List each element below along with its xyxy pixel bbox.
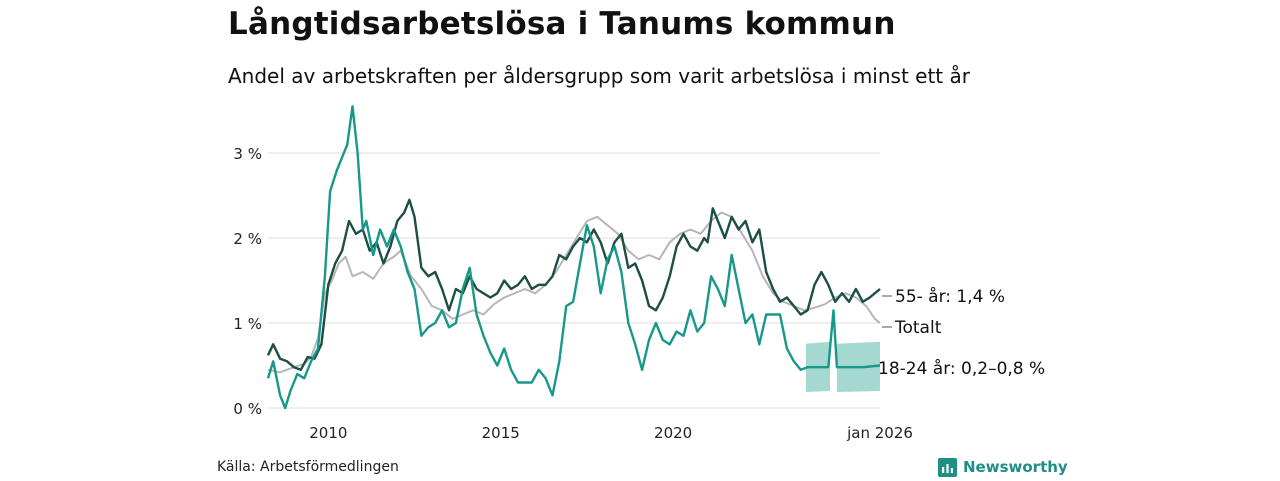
grid-lines (268, 152, 880, 409)
series-end-label: Totalt (894, 318, 942, 338)
series-labels: Totalt 55- år: 1,4 % 18-24 år: 0,2–0,8 % (878, 286, 1045, 379)
y-tick-label: 0 % (233, 400, 262, 418)
x-tick-label: 2015 (482, 424, 520, 442)
brand-name: Newsworthy (963, 458, 1068, 476)
series-end-label: 18-24 år: 0,2–0,8 % (878, 358, 1045, 379)
chart-subtitle: Andel av arbetskraften per åldersgrupp s… (228, 64, 970, 88)
series-line-teal (266, 105, 881, 410)
y-tick-label: 1 % (233, 315, 262, 333)
source-note: Källa: Arbetsförmedlingen (217, 459, 399, 475)
x-tick-label: 2010 (309, 424, 347, 442)
x-tick-label: 2020 (654, 424, 692, 442)
series-end-label: 55- år: 1,4 % (895, 286, 1005, 307)
series-line-dark (266, 198, 881, 371)
x-tick-label: jan 2026 (846, 424, 913, 442)
series-lines (266, 105, 881, 410)
chart-title: Långtidsarbetslösa i Tanums kommun (228, 6, 896, 42)
y-tick-label: 2 % (233, 230, 262, 248)
axis-labels: 0 % 1 % 2 % 3 % 2010 2015 2020 jan 2026 (233, 145, 912, 442)
newsworthy-icon (938, 457, 957, 477)
y-tick-label: 3 % (233, 145, 262, 163)
series-line-gray (267, 211, 881, 374)
brand-logo: Newsworthy (938, 456, 1068, 478)
